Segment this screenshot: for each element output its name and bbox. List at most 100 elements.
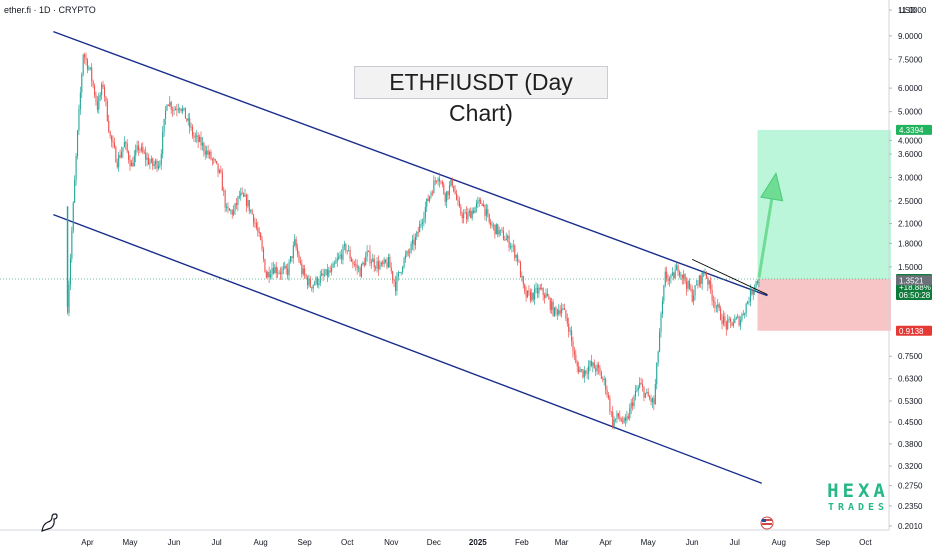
candle-body [197,135,199,142]
candle-body [206,150,208,155]
candle-body [561,308,563,314]
candle-body [632,402,634,407]
candle-body [552,301,554,316]
candle-body [514,245,516,258]
candle-body [318,283,320,285]
candle-body [346,250,348,252]
candle-body [748,301,750,303]
candle-body [76,130,79,157]
candle-body [359,267,361,277]
candle-body [670,275,672,279]
candle-body [407,251,409,253]
candle-body [619,416,621,419]
candle-body [305,274,307,278]
candle-body [633,396,635,407]
candle-body [441,181,443,185]
candle-body [217,163,219,173]
candle-body [200,136,202,146]
time-tick-label: Dec [427,538,441,547]
candle-body [755,281,757,287]
candle-body [668,278,671,281]
candle-body [123,142,125,148]
candle-body [446,191,448,202]
candle-body [311,287,313,289]
candle-body [396,276,398,292]
candle-body [508,235,510,248]
candle-body [419,224,421,233]
candle-body [368,250,370,252]
candle-body [737,316,739,318]
candle-body [204,151,206,155]
candle-body [247,200,249,207]
candle-body [688,280,690,289]
candle-body [429,196,431,201]
candle-body [389,257,391,268]
candle-body [268,271,270,278]
candle-body [741,314,743,321]
time-axis[interactable]: Apr May Jun Jul Aug Sep Oct Nov Dec 2025 Feb Mar Apr… [0,529,889,547]
candle-body [483,204,485,206]
candle-body [336,258,338,262]
candle-body [360,264,363,277]
candle-body [580,369,583,371]
candle-body [163,118,165,132]
candle-body [490,222,492,226]
candle-body [333,263,336,265]
price-tick-label: 0.7500 [898,352,923,361]
candle-body [701,272,703,284]
candle-body [362,262,364,265]
candle-body [434,180,436,182]
candle-body [319,275,321,284]
position-zones [757,129,891,331]
candle-body [167,104,169,106]
candle-body [385,259,387,263]
candle-body [551,301,553,310]
candle-body [377,261,380,270]
candle-body [69,258,71,286]
candle-body [717,304,719,307]
candle-body [666,271,668,279]
price-tick-label: 4.0000 [898,136,923,145]
candle-body [257,227,259,232]
candle-body [118,155,120,168]
price-axis-unit: USD [899,6,916,15]
candle-body [108,120,110,132]
candle-body [532,292,534,300]
candle-body [174,109,177,110]
candle-body [616,413,618,419]
candle-body [190,126,192,128]
candle-body [169,102,171,106]
candle-body [152,158,154,166]
candle-body [165,110,167,119]
price-tick-label: 0.2350 [898,502,923,511]
candle-body [607,395,610,398]
candle-body [659,332,661,352]
candle-body [238,195,240,197]
candle-body [133,155,135,167]
price-tick-label: 0.3800 [898,440,923,449]
candle-body [417,231,419,233]
logo-line-1: HEXA [827,480,889,502]
candle-body [392,271,394,280]
candle-body [156,160,158,169]
candle-body [400,272,402,273]
candle-body [613,419,615,427]
candle-body [390,267,392,272]
time-tick-label: Jul [730,538,740,547]
candle-body [674,270,676,279]
candle-body [534,288,536,300]
candle-body [369,251,371,264]
candle-body [143,151,145,153]
candle-body [558,310,560,315]
candle-body [402,267,404,273]
price-tick-label: 1.8000 [898,239,923,248]
candle-body [694,285,696,296]
candle-body [507,235,509,239]
stop-loss-zone [757,278,891,331]
candle-body [605,378,607,390]
candle-body [298,254,300,262]
candle-body [647,392,649,397]
time-tick-label: Jul [211,538,221,547]
